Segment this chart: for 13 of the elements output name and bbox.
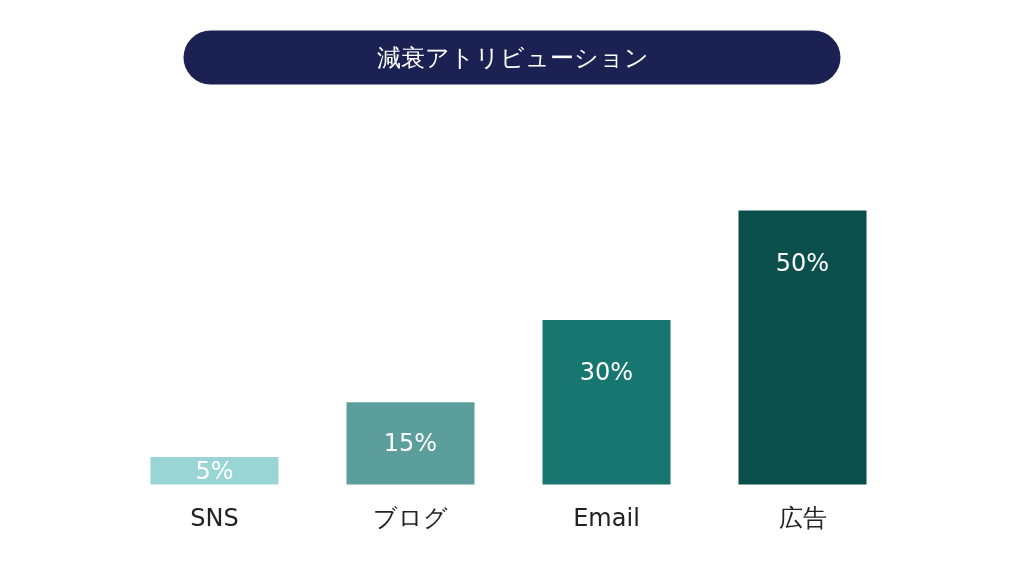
x-tick-label: ブログ [373,503,448,532]
x-tick-label: 広告 [778,503,827,532]
chart-title: 減衰アトリビューション [376,43,649,72]
data-label: 30% [579,358,634,387]
bar [738,210,867,485]
bar [150,457,279,485]
data-label: 15% [383,429,438,458]
bar [346,402,475,485]
data-label: 50% [775,248,830,277]
bar [542,320,671,485]
x-tick-label: SNS [190,503,239,532]
data-label: 5% [195,456,234,485]
x-tick-label: Email [573,503,640,532]
